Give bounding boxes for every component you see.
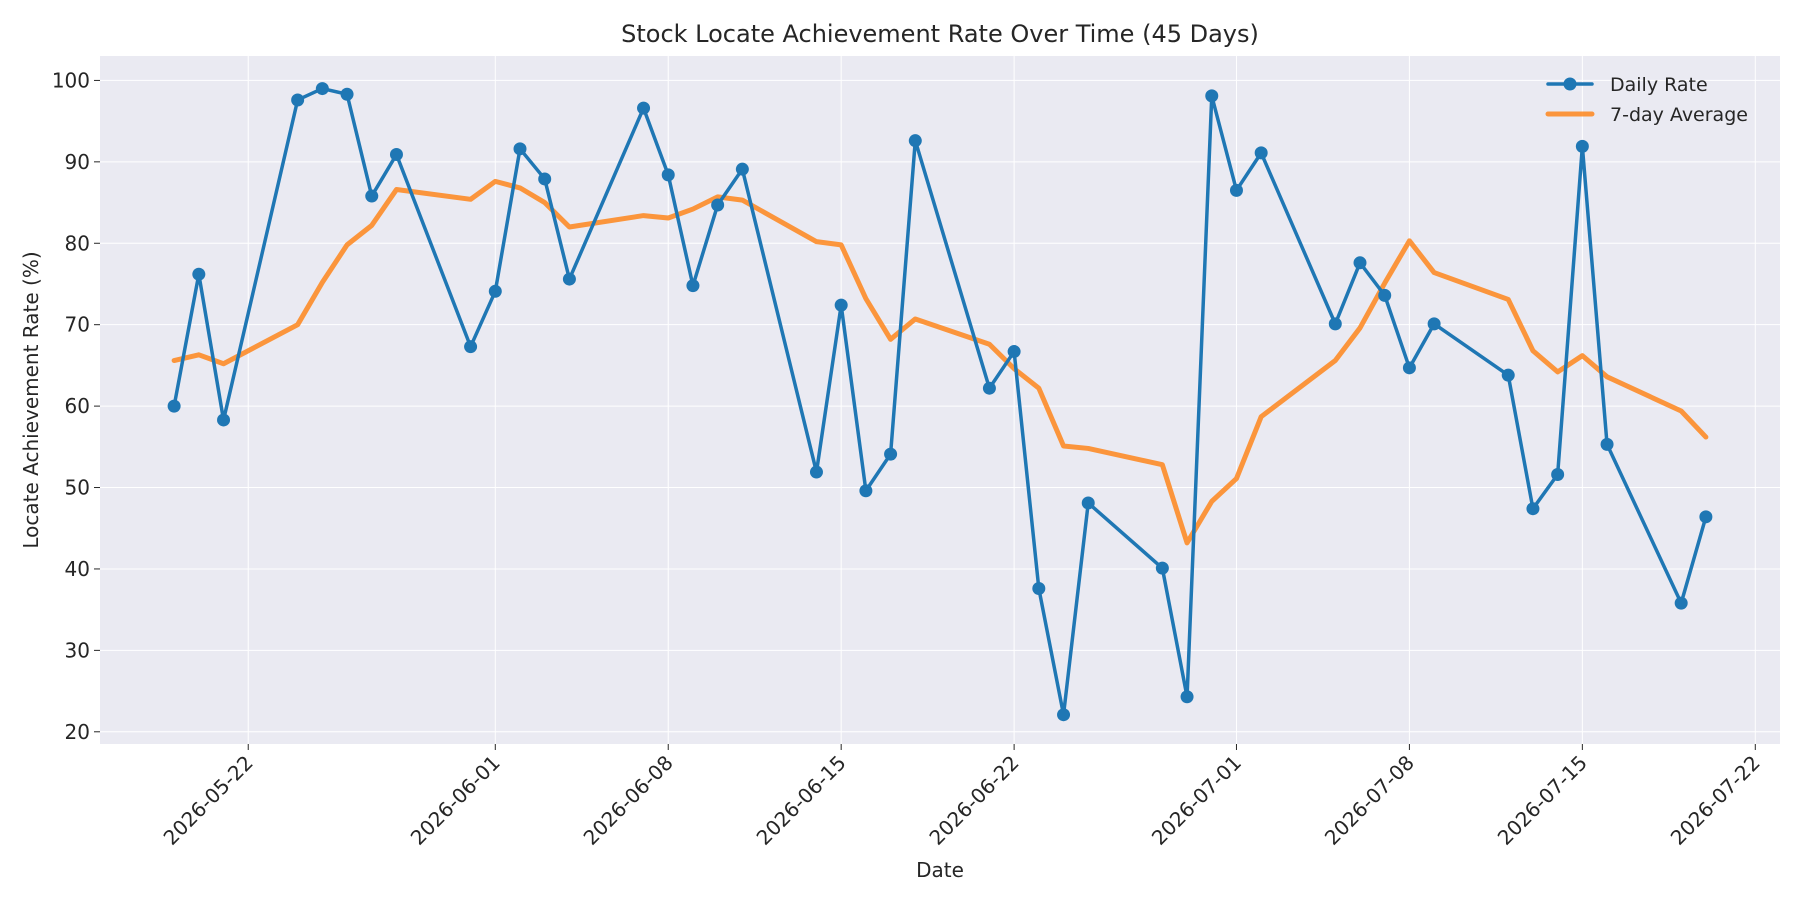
data-point — [488, 284, 502, 298]
data-point — [1254, 146, 1268, 160]
data-point — [834, 298, 848, 312]
x-tick-label: 2026-06-22 — [924, 751, 1023, 850]
data-point — [686, 279, 700, 293]
x-tick-label: 2026-07-22 — [1666, 751, 1765, 850]
data-point — [538, 172, 552, 186]
x-tick-label: 2026-06-15 — [752, 751, 851, 850]
data-point — [1699, 510, 1713, 524]
data-point — [1205, 89, 1219, 103]
data-point — [908, 134, 922, 148]
data-point — [389, 148, 403, 162]
data-point — [1575, 139, 1589, 153]
plot-background — [100, 56, 1780, 744]
data-point — [562, 272, 576, 286]
data-point — [1081, 496, 1095, 510]
y-tick-label: 50 — [65, 476, 90, 500]
y-tick-label: 30 — [65, 638, 90, 662]
data-point — [1526, 502, 1540, 516]
data-point — [982, 381, 996, 395]
y-tick-label: 70 — [65, 313, 90, 337]
data-point — [167, 399, 181, 413]
data-point — [809, 465, 823, 479]
data-point — [315, 82, 329, 96]
y-tick-label: 100 — [52, 68, 90, 92]
data-point — [661, 168, 675, 182]
legend-label: 7-day Average — [1610, 104, 1748, 126]
data-point — [340, 87, 354, 101]
x-tick-label: 2026-07-01 — [1147, 751, 1246, 850]
legend: Daily Rate 7-day Average — [1545, 74, 1748, 126]
data-point — [513, 142, 527, 156]
data-point — [637, 101, 651, 115]
daily-series — [167, 82, 1713, 722]
x-axis-ticks: 2026-05-22 2026-06-01 2026-06-08 2026-06-15… — [159, 744, 1765, 850]
y-tick-label: 90 — [65, 150, 90, 174]
y-axis-ticks: 20 30 40 50 60 70 80 90 100 — [52, 68, 100, 744]
data-point — [1155, 561, 1169, 575]
x-tick-label: 2026-06-01 — [406, 751, 505, 850]
data-point — [1032, 581, 1046, 595]
y-tick-label: 20 — [65, 720, 90, 744]
data-point — [1600, 437, 1614, 451]
data-point — [884, 447, 898, 461]
data-point — [859, 484, 873, 498]
data-point — [1057, 708, 1071, 722]
data-point — [1328, 317, 1342, 331]
data-point — [1427, 317, 1441, 331]
x-tick-label: 2026-06-08 — [579, 751, 678, 850]
y-tick-label: 80 — [65, 231, 90, 255]
data-point — [1007, 345, 1021, 359]
data-point — [1229, 183, 1243, 197]
x-tick-label: 2026-07-08 — [1320, 751, 1419, 850]
y-tick-label: 60 — [65, 394, 90, 418]
data-point — [711, 198, 725, 212]
data-point — [291, 93, 305, 107]
data-point — [1551, 467, 1565, 481]
legend-marker — [1563, 77, 1577, 91]
data-point — [365, 189, 379, 203]
series-line-7-day-average — [171, 178, 1709, 546]
data-point — [192, 267, 206, 281]
x-tick-label: 2026-07-15 — [1493, 751, 1592, 850]
data-point — [1501, 368, 1515, 382]
x-axis-label: Date — [916, 858, 964, 882]
data-point — [735, 162, 749, 176]
y-tick-label: 40 — [65, 557, 90, 581]
legend-label: Daily Rate — [1610, 74, 1708, 96]
average-series — [171, 178, 1709, 546]
data-point — [1674, 596, 1688, 610]
data-point — [464, 340, 478, 354]
y-axis-label: Locate Achievement Rate (%) — [19, 251, 43, 548]
data-point — [1378, 288, 1392, 302]
chart-title: Stock Locate Achievement Rate Over Time … — [621, 20, 1259, 48]
data-point — [1353, 256, 1367, 270]
data-point — [1402, 361, 1416, 375]
data-point — [217, 413, 231, 427]
data-point — [1180, 690, 1194, 704]
x-tick-label: 2026-05-22 — [159, 751, 258, 850]
